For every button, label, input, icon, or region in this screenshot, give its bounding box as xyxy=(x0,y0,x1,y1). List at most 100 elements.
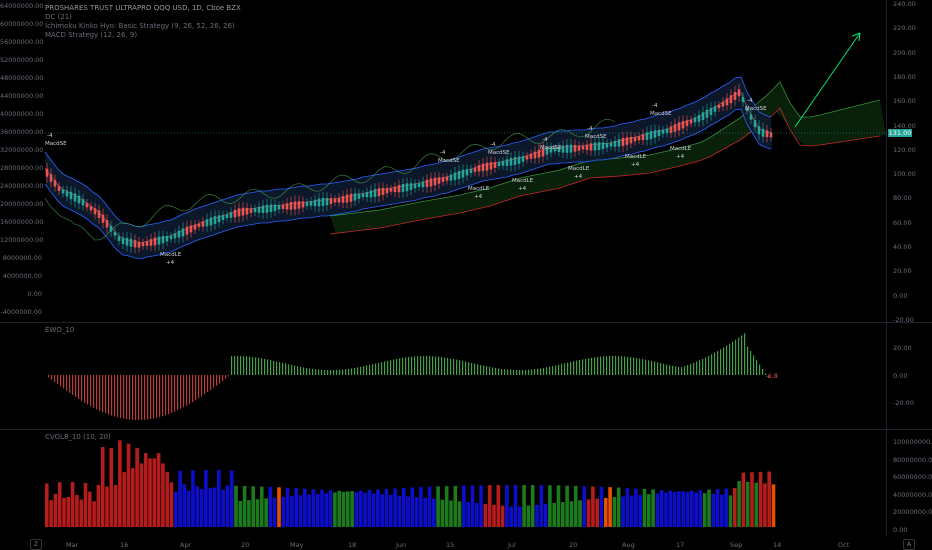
ewo-bar xyxy=(546,367,548,375)
ewo-bar xyxy=(633,357,635,375)
macd-se-count: -4 xyxy=(652,103,658,109)
ewo-bar xyxy=(51,375,53,380)
candle-body xyxy=(741,96,745,103)
ewo-bar xyxy=(267,359,269,375)
ewo-bar xyxy=(387,360,389,375)
macd-se-label: MacdSE xyxy=(45,141,67,147)
left-price-label: 36000000.00 xyxy=(0,128,44,136)
ewo-bar xyxy=(81,375,83,401)
left-price-label: 4000000.00 xyxy=(2,272,42,280)
ewo-bar xyxy=(129,375,131,420)
candle-body xyxy=(729,95,733,104)
ewo-bar xyxy=(654,361,656,375)
candle-body xyxy=(569,144,573,153)
ewo-bar xyxy=(762,369,764,375)
ewo-bar xyxy=(525,369,527,375)
candle-body xyxy=(229,212,233,218)
ewo-bar xyxy=(309,368,311,375)
volume-bar xyxy=(178,470,182,527)
pane-separator-1[interactable] xyxy=(0,322,932,323)
ewo-bar xyxy=(693,362,695,375)
volume-bar xyxy=(444,486,449,527)
candle-body xyxy=(69,191,73,200)
ewo-bar xyxy=(72,375,74,395)
candle-body xyxy=(589,143,593,151)
candle-body xyxy=(393,186,397,193)
volume-bar xyxy=(152,458,157,527)
volume-bar xyxy=(122,472,126,527)
candle-body xyxy=(697,115,701,122)
volume-bar xyxy=(702,493,707,527)
candle-body xyxy=(297,201,301,209)
ewo-bar xyxy=(342,369,344,375)
volume-bar xyxy=(737,481,741,527)
ewo-bar xyxy=(327,369,329,375)
auto-scale-badge[interactable]: A xyxy=(903,539,915,550)
candle-body xyxy=(117,236,121,241)
ewo-bar xyxy=(639,358,641,375)
candle-body xyxy=(369,190,373,198)
ewo-bar xyxy=(699,360,701,375)
ewo-bar xyxy=(627,356,629,375)
candle-body xyxy=(209,217,213,226)
candle-body xyxy=(513,157,517,165)
volume-bar xyxy=(191,470,195,527)
ewo-bar xyxy=(378,362,380,375)
ewo-bar xyxy=(489,366,491,375)
volume-bar xyxy=(337,490,341,527)
ewo-bar xyxy=(201,375,203,397)
time-label: May xyxy=(290,541,304,549)
volume-bar xyxy=(45,483,49,527)
donchian-lower xyxy=(44,108,772,260)
ewo-bar xyxy=(177,375,179,411)
ewo-bar xyxy=(501,368,503,375)
ewo-bar xyxy=(315,369,317,375)
ewo-bar xyxy=(279,362,281,375)
volume-bar xyxy=(148,458,152,527)
volume-bar xyxy=(432,498,436,527)
ewo-bar xyxy=(54,375,56,382)
legend-donchian[interactable]: DC (21) xyxy=(45,13,72,21)
candle-body xyxy=(237,208,241,217)
ewo-pane-title[interactable]: EWO_10 xyxy=(45,326,75,334)
candle-body xyxy=(45,168,49,177)
volume-bar xyxy=(354,492,359,527)
volume-bar xyxy=(294,488,298,527)
symbol-title[interactable]: PROSHARES TRUST ULTRAPRO QQQ USD, 1D, Cb… xyxy=(45,4,241,12)
ewo-bar xyxy=(582,359,584,375)
volume-bar xyxy=(453,485,458,527)
ewo-bar xyxy=(63,375,65,389)
ewo-bar xyxy=(321,369,323,375)
ewo-bar xyxy=(768,375,770,378)
volume-bar xyxy=(621,496,625,527)
candle-body xyxy=(765,130,769,138)
volume-bar xyxy=(290,496,294,527)
volume-bar xyxy=(436,486,440,527)
volume-bar xyxy=(728,495,733,527)
macd-le-count: +4 xyxy=(474,194,483,200)
candle-body xyxy=(197,223,201,228)
timezone-badge[interactable]: Z xyxy=(30,539,42,550)
candle-body xyxy=(265,204,269,213)
ewo-bar xyxy=(249,356,251,375)
candle-body xyxy=(609,142,613,147)
volume-bar xyxy=(311,489,316,527)
pane-separator-2[interactable] xyxy=(0,429,932,430)
candle-body xyxy=(477,165,481,172)
candle-body xyxy=(689,119,693,124)
ewo-bar xyxy=(372,364,374,375)
volume-bar xyxy=(440,499,445,527)
candle-body xyxy=(101,214,105,223)
cvol-pane-title[interactable]: CVOL8_10 (10, 20) xyxy=(45,433,111,441)
ewo-bar xyxy=(690,363,692,375)
ewo-bar xyxy=(726,345,728,375)
legend-macd[interactable]: MACD Strategy (12, 26, 9) xyxy=(45,31,138,39)
candle-body xyxy=(113,231,117,236)
legend-ichimoku[interactable]: Ichimoku Kinko Hyo: Basic Strategy (9, 2… xyxy=(45,22,235,30)
left-price-label: 8000000.00 xyxy=(2,254,42,262)
time-label: Oct xyxy=(838,541,850,549)
candle-body xyxy=(97,210,101,219)
ewo-bar xyxy=(276,361,278,375)
volume-bar xyxy=(195,486,200,527)
